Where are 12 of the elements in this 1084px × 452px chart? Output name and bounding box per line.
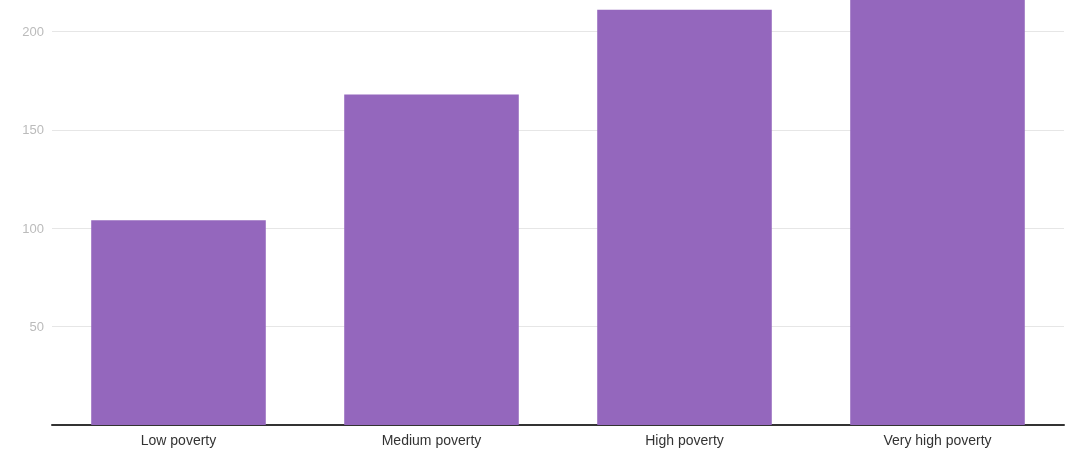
x-tick-label: High poverty bbox=[645, 432, 724, 448]
y-tick-label: 150 bbox=[22, 122, 44, 138]
x-tick-label: Very high poverty bbox=[883, 432, 992, 448]
y-tick-label: 200 bbox=[22, 23, 44, 39]
x-tick-label: Medium poverty bbox=[381, 432, 482, 448]
bar bbox=[850, 0, 1025, 425]
bar bbox=[344, 94, 519, 425]
bar bbox=[597, 9, 772, 425]
y-tick-label: 50 bbox=[29, 319, 44, 335]
bar bbox=[91, 220, 266, 425]
y-tick-label: 100 bbox=[22, 220, 44, 236]
x-tick-label: Low poverty bbox=[140, 432, 217, 448]
